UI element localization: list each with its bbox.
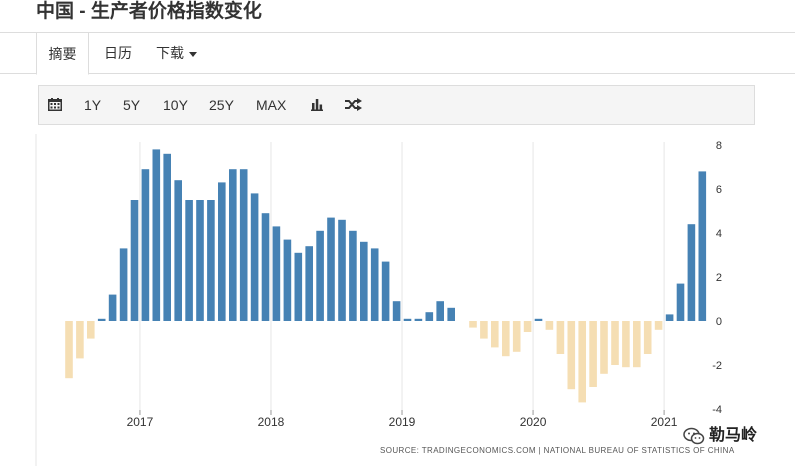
bar-2018-06[interactable] [327,217,335,321]
bar-2021-02[interactable] [676,283,685,321]
y-tick-label: 4 [716,228,722,240]
y-tick-label: 6 [716,184,722,196]
bar-2019-01[interactable] [403,318,412,321]
bar-2016-12[interactable] [130,200,139,321]
bar-2019-12[interactable] [523,321,532,332]
bar-2019-11[interactable] [512,321,521,352]
bar-2018-08[interactable] [349,230,357,321]
bar-2019-05[interactable] [447,307,455,321]
bar-2018-01[interactable] [272,226,281,321]
bar-2021-04[interactable] [698,171,707,321]
bar-2018-07[interactable] [338,219,346,321]
range-10y-button[interactable]: 10Y [163,97,188,113]
bar-2017-07[interactable] [207,200,215,321]
bar-2017-09[interactable] [229,169,237,321]
bar-2017-12[interactable] [261,213,270,321]
bar-2016-07[interactable] [76,321,84,359]
bar-2020-05[interactable] [578,321,586,403]
tab-calendar[interactable]: 日历 [104,45,132,61]
bar-2016-06[interactable] [65,321,73,379]
bar-2020-10[interactable] [633,321,641,368]
bar-2016-08[interactable] [87,321,95,339]
bar-2021-03[interactable] [687,224,696,321]
bar-2020-09[interactable] [622,321,630,368]
caret-down-icon [189,51,197,57]
y-tick-label: 0 [716,316,722,328]
bar-2020-04[interactable] [567,321,576,390]
bar-2019-04[interactable] [436,301,444,321]
bar-2019-07[interactable] [469,321,477,328]
bar-2017-03[interactable] [163,153,171,321]
bar-2019-09[interactable] [491,321,499,348]
x-tick-label: 2020 [520,415,547,429]
bar-2020-01[interactable] [534,318,543,321]
range-5y-button[interactable]: 5Y [123,97,141,113]
tab-download[interactable]: 下载 [156,33,197,74]
bar-2016-10[interactable] [108,294,117,321]
bar-2020-08[interactable] [611,321,619,365]
y-tick-label: 8 [716,140,722,152]
bar-2016-09[interactable] [97,318,106,321]
page-title: 中国 - 生产者价格指数变化 [36,1,262,22]
tab-download-label: 下载 [156,45,184,61]
chart-toolbar: 1Y 5Y 10Y 25Y MAX [38,85,755,125]
bar-2019-03[interactable] [425,312,434,321]
range-max-button[interactable]: MAX [256,97,287,113]
bar-2017-02[interactable] [152,149,161,321]
wechat-icon [683,427,705,445]
bar-2020-02[interactable] [545,321,554,330]
bar-2017-01[interactable] [141,169,150,321]
y-tick-label: 2 [716,272,722,284]
x-tick-label: 2019 [389,415,416,429]
bar-2020-06[interactable] [589,321,597,387]
bar-2017-04[interactable] [174,180,182,321]
bar-2018-09[interactable] [360,241,368,321]
bar-2020-12[interactable] [654,321,663,330]
x-tick-label: 2017 [127,415,154,429]
shuffle-icon[interactable] [345,98,362,111]
bar-2018-11[interactable] [381,261,390,321]
bar-2017-06[interactable] [196,200,204,321]
bar-2016-11[interactable] [119,248,128,321]
x-tick-label: 2021 [651,415,678,429]
bar-2018-10[interactable] [370,248,379,321]
bar-2018-12[interactable] [392,301,401,321]
bar-2021-01[interactable] [665,314,674,321]
bar-2020-03[interactable] [556,321,565,354]
watermark-text: 勒马岭 [709,427,758,444]
bar-2017-08[interactable] [218,182,226,321]
bar-2018-03[interactable] [294,252,303,321]
bar-2019-02[interactable] [414,318,423,321]
calendar-icon[interactable] [48,98,62,111]
bar-2017-05[interactable] [185,200,193,321]
x-tick-label: 2018 [258,415,285,429]
tab-bar: 摘要 日历 下载 [0,32,795,75]
bar-2017-10[interactable] [239,169,248,321]
bar-chart-icon[interactable] [311,98,323,111]
source-text: SOURCE: TRADINGECONOMICS.COM | NATIONAL … [380,446,735,455]
ppi-bar-chart: 8 6 4 2 0 -2 -4 2017 2018 2019 2020 2021 SOURCE: T… [35,134,735,466]
bar-2020-11[interactable] [643,321,652,354]
bar-2019-10[interactable] [502,321,510,357]
bar-2018-04[interactable] [305,246,313,321]
range-25y-button[interactable]: 25Y [209,97,234,113]
watermark: 勒马岭 [683,425,757,449]
bar-2019-08[interactable] [480,321,488,339]
bar-2017-11[interactable] [250,193,259,321]
range-1y-button[interactable]: 1Y [84,97,102,113]
bar-2018-05[interactable] [316,230,324,321]
bar-2020-07[interactable] [600,321,608,374]
bar-2018-02[interactable] [283,239,292,321]
tab-summary[interactable]: 摘要 [36,32,89,75]
y-tick-label: -4 [712,404,722,416]
y-tick-label: -2 [712,360,722,372]
